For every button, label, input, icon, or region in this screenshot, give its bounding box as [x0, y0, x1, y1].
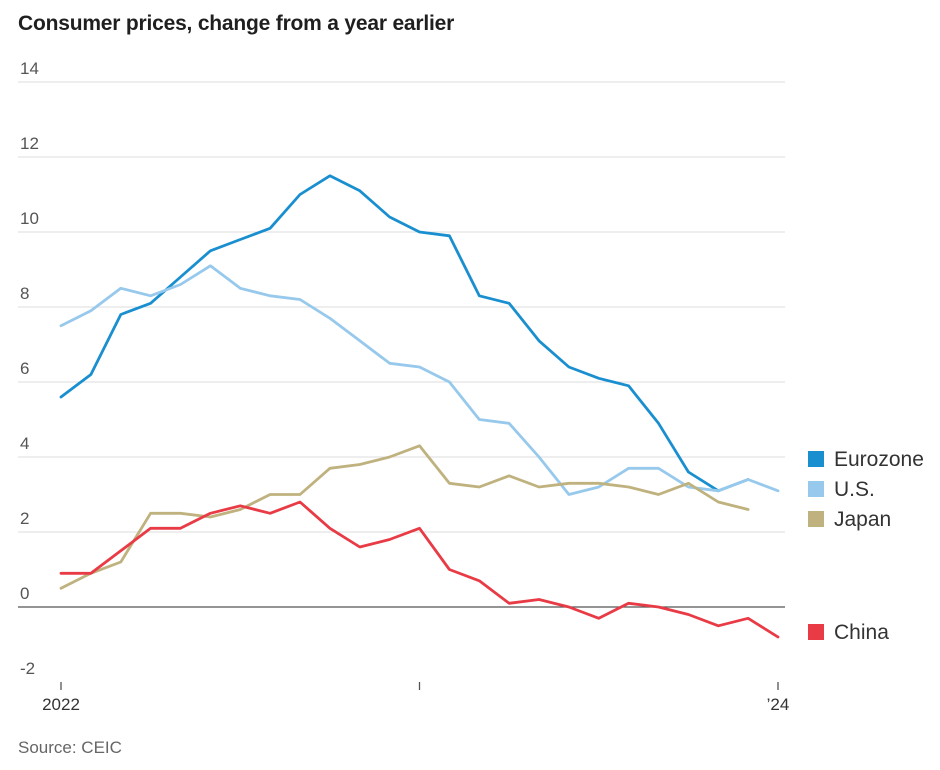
legend-label: China	[834, 621, 889, 644]
series-line-japan	[59, 444, 750, 590]
y-tick-label: 12	[20, 134, 39, 153]
series-line-eurozone	[59, 174, 750, 493]
x-tick-label: ’24	[767, 695, 790, 714]
y-tick-label: 4	[20, 434, 29, 453]
y-axis-ticks: 14 12 10 8 6 4 2 0 -2	[20, 59, 39, 678]
legend-label: U.S.	[834, 478, 875, 501]
x-axis: 2022 ’24	[42, 682, 789, 714]
x-tick-label: 2022	[42, 695, 80, 714]
legend-swatch	[808, 481, 824, 497]
gridlines	[18, 81, 785, 608]
series-line-us	[59, 264, 780, 496]
legend-swatch	[808, 451, 824, 467]
legend-swatch	[808, 624, 824, 640]
legend-label: Japan	[834, 508, 891, 531]
y-tick-label: 14	[20, 59, 39, 78]
y-tick-label: 8	[20, 284, 29, 303]
y-tick-label: 0	[20, 584, 29, 603]
legend-label: Eurozone	[834, 448, 924, 471]
series-lines	[59, 174, 780, 639]
source-note: Source: CEIC	[18, 738, 122, 757]
legend: Eurozone U.S. Japan China	[808, 448, 924, 644]
y-tick-label: 6	[20, 359, 29, 378]
chart-title: Consumer prices, change from a year earl…	[18, 12, 455, 35]
series-line-china	[59, 500, 780, 639]
y-tick-label: -2	[20, 659, 35, 678]
legend-swatch	[808, 511, 824, 527]
y-tick-label: 10	[20, 209, 39, 228]
y-tick-label: 2	[20, 509, 29, 528]
